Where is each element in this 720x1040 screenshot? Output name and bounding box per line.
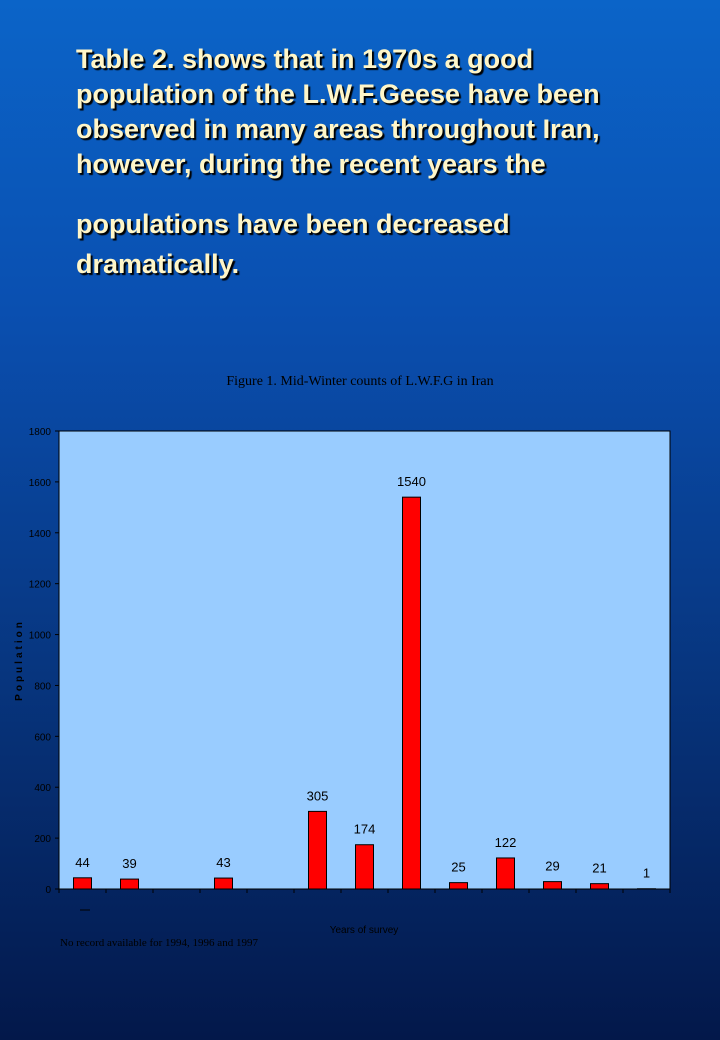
- y-tick-label: 200: [34, 834, 51, 845]
- x-axis-label: Years of survey: [330, 925, 399, 936]
- bar: [449, 882, 468, 890]
- bar: [73, 877, 92, 890]
- chart-title: Figure 1. Mid-Winter counts of L.W.F.G i…: [226, 374, 494, 389]
- data-label: 21: [592, 861, 606, 876]
- data-label: 25: [451, 860, 465, 875]
- y-tick-label: 1200: [29, 580, 52, 591]
- data-label: 43: [216, 855, 230, 870]
- plot-area: [58, 430, 671, 890]
- y-tick-label: 0: [45, 885, 51, 896]
- data-label: 44: [75, 855, 89, 870]
- bar: [543, 881, 562, 890]
- slide-text: Table 2. shows that in 1970s a good popu…: [76, 42, 676, 284]
- y-tick-label: 1600: [29, 478, 52, 489]
- bar: [590, 883, 609, 890]
- data-label: 1540: [397, 474, 426, 489]
- data-label: 29: [545, 859, 559, 874]
- data-label: 122: [495, 835, 517, 850]
- slide-paragraph-2: populations have been decreased dramatic…: [76, 209, 510, 279]
- y-tick-label: 800: [34, 681, 51, 692]
- bar: [308, 810, 327, 890]
- y-tick-label: 1400: [29, 529, 52, 540]
- data-label: 305: [307, 788, 329, 803]
- chart-note: No record available for 1994, 1996 and 1…: [60, 937, 258, 949]
- data-label: 174: [354, 822, 376, 837]
- bar: [214, 877, 233, 890]
- y-axis-label: Population: [14, 619, 25, 701]
- y-tick-label: 400: [34, 783, 51, 794]
- bar: [402, 496, 421, 890]
- y-tick-label: 1800: [29, 427, 52, 438]
- y-tick-label: 600: [34, 732, 51, 743]
- bar: [120, 878, 139, 890]
- bar: [496, 857, 515, 890]
- y-tick-label: 1000: [29, 631, 52, 642]
- data-label: 39: [122, 856, 136, 871]
- bar: [355, 844, 374, 890]
- slide-paragraph-1: Table 2. shows that in 1970s a good popu…: [76, 44, 600, 179]
- data-label: 1: [643, 866, 650, 881]
